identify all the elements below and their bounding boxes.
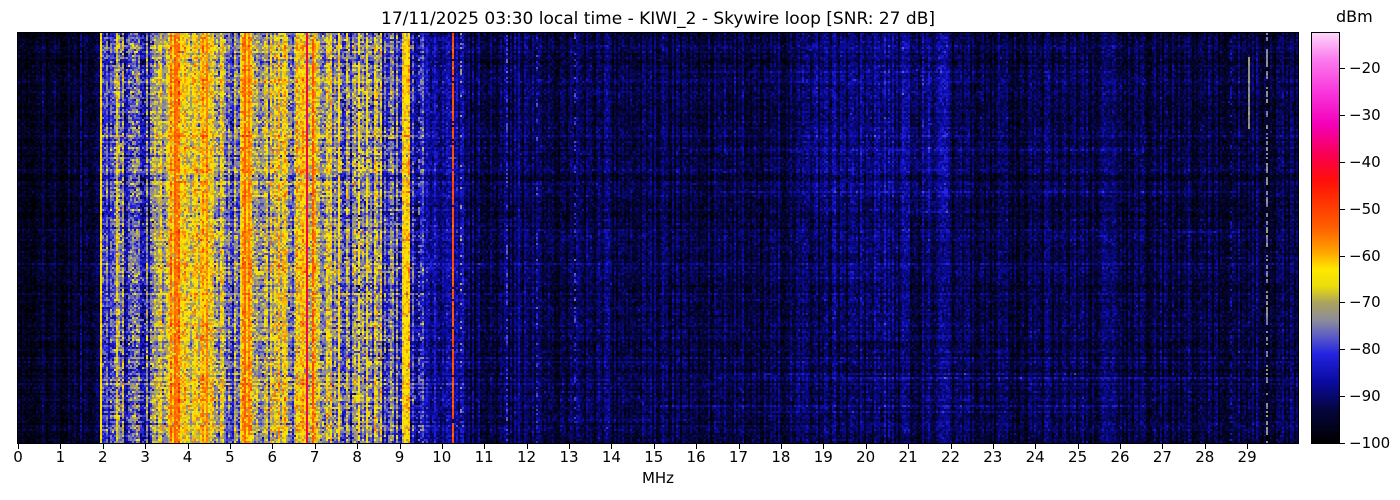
x-tick-label: 19 [813, 448, 833, 466]
x-tick-mark [314, 444, 316, 449]
x-tick-mark [611, 444, 613, 449]
x-tick-label: 6 [267, 448, 278, 466]
colorbar-gradient [1312, 33, 1339, 443]
colorbar-tick-label: −70 [1349, 293, 1381, 312]
colorbar-tick-label: −80 [1349, 340, 1381, 359]
x-tick-mark [229, 444, 231, 449]
colorbar-tick-mark [1340, 115, 1345, 116]
x-tick-mark [1035, 444, 1037, 449]
colorbar-tick-mark [1340, 302, 1345, 304]
x-tick-label: 21 [898, 448, 918, 466]
x-tick-mark [60, 444, 62, 449]
colorbar-tick-label: −30 [1349, 106, 1381, 124]
x-tick-label: 22 [940, 448, 961, 466]
x-tick-label: 18 [771, 448, 791, 466]
x-tick-label: 4 [182, 448, 193, 466]
colorbar-unit-label: dBm [1336, 7, 1373, 26]
colorbar-tick-label: −90 [1349, 387, 1381, 406]
colorbar-tick-label: −60 [1349, 246, 1381, 265]
x-tick-mark [1077, 444, 1079, 449]
colorbar-tick-label: −20 [1349, 59, 1381, 78]
x-tick-label: 25 [1068, 448, 1088, 466]
x-tick-label: 1 [55, 448, 66, 466]
x-tick-label: 27 [1152, 448, 1172, 466]
x-tick-label: 29 [1237, 448, 1257, 466]
x-tick-mark [992, 444, 994, 449]
x-tick-mark [102, 444, 104, 449]
x-tick-mark [187, 444, 189, 449]
x-tick-label: 28 [1195, 448, 1215, 466]
x-tick-mark [950, 444, 952, 449]
x-tick-mark [696, 444, 698, 449]
colorbar-tick-label: −40 [1349, 152, 1381, 171]
waterfall-heatmap-canvas [18, 33, 1298, 443]
colorbar-tick-mark [1340, 396, 1345, 398]
x-tick-label: 10 [432, 448, 452, 466]
x-tick-mark [484, 444, 486, 449]
x-axis-label: MHz [641, 469, 675, 487]
x-tick-mark [145, 444, 147, 449]
chart-title: 17/11/2025 03:30 local time - KIWI_2 - S… [381, 9, 935, 29]
colorbar-tick-mark [1340, 161, 1345, 163]
x-tick-label: 5 [225, 448, 235, 466]
x-tick-label: 11 [474, 448, 494, 466]
x-tick-label: 2 [98, 448, 108, 466]
x-tick-mark [1204, 444, 1206, 449]
x-tick-mark [357, 444, 359, 449]
colorbar [1311, 32, 1340, 444]
x-tick-mark [18, 444, 19, 449]
x-tick-label: 0 [13, 448, 23, 466]
x-tick-mark [908, 444, 910, 449]
x-tick-label: 7 [309, 448, 320, 466]
x-tick-mark [1120, 444, 1121, 449]
x-tick-label: 13 [559, 448, 579, 466]
x-tick-mark [1162, 444, 1164, 449]
x-tick-label: 26 [1110, 448, 1130, 466]
x-tick-label: 3 [140, 448, 150, 466]
x-tick-mark [441, 444, 443, 449]
x-tick-label: 9 [394, 448, 405, 466]
x-tick-label: 23 [983, 448, 1003, 466]
x-tick-label: 15 [644, 448, 664, 466]
x-tick-mark [526, 444, 528, 449]
x-tick-mark [738, 444, 740, 449]
x-tick-mark [865, 444, 867, 449]
x-tick-mark [1247, 444, 1249, 449]
x-tick-label: 16 [686, 448, 706, 466]
x-tick-mark [823, 444, 825, 449]
x-tick-mark [653, 444, 655, 449]
colorbar-tick-label: −100 [1349, 434, 1391, 452]
x-tick-label: 14 [601, 448, 621, 466]
colorbar-tick-label: −50 [1349, 199, 1381, 218]
x-tick-mark [399, 444, 401, 449]
x-tick-mark [569, 444, 570, 449]
colorbar-tick-mark [1340, 349, 1345, 351]
x-tick-label: 8 [352, 448, 362, 466]
x-tick-label: 12 [517, 448, 537, 466]
colorbar-tick-mark [1340, 255, 1345, 257]
x-tick-mark [272, 444, 274, 449]
colorbar-tick-mark [1340, 443, 1345, 444]
x-tick-label: 24 [1025, 448, 1045, 466]
x-tick-label: 17 [728, 448, 749, 466]
x-tick-label: 20 [856, 448, 876, 466]
x-tick-mark [780, 444, 782, 449]
colorbar-tick-mark [1340, 208, 1345, 210]
colorbar-tick-mark [1340, 68, 1345, 70]
